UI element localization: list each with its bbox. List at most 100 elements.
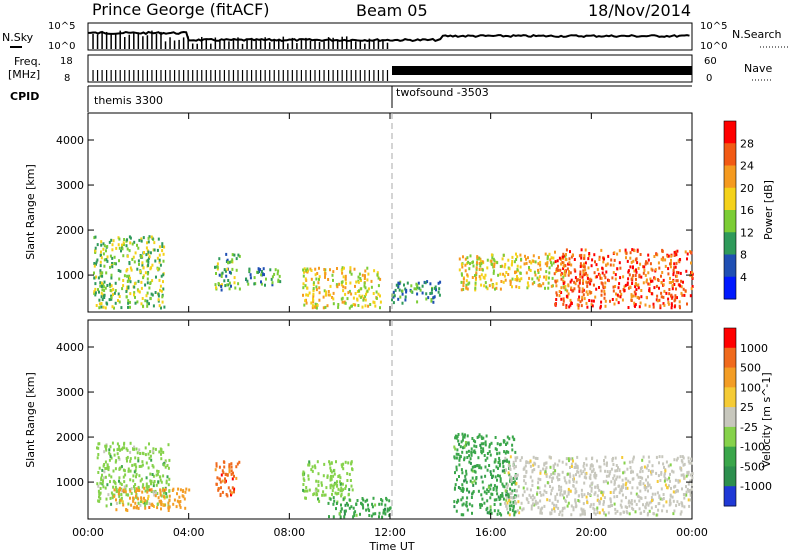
heatmap-cell [311,465,314,469]
heatmap-cell [669,262,671,266]
heatmap-cell [456,478,458,482]
heatmap-cell [619,295,622,299]
heatmap-cell [590,299,593,303]
heatmap-cell [624,483,627,487]
heatmap-cell [458,257,461,261]
heatmap-cell [480,446,483,450]
heatmap-cell [307,293,310,297]
heatmap-cell [231,477,234,481]
heatmap-cell [550,473,553,476]
heatmap-cell [355,502,358,506]
heatmap-cell [555,284,558,288]
heatmap-cell [339,489,342,493]
heatmap-cell [321,493,324,497]
heatmap-cell [230,493,232,497]
heatmap-cell [468,490,471,494]
heatmap-cell [338,474,341,478]
heatmap-cell [474,283,477,287]
heatmap-cell [576,470,579,474]
heatmap-cell [648,287,651,291]
heatmap-cell [579,273,582,277]
heatmap-cell [614,285,617,288]
heatmap-cell [673,266,676,270]
heatmap-cell [605,474,608,478]
heatmap-cell [342,462,345,466]
heatmap-cell [253,282,256,286]
heatmap-cell [123,469,126,473]
heatmap-cell [565,481,568,485]
heatmap-cell [264,283,266,287]
heatmap-cell [100,478,103,481]
heatmap-cell [215,462,218,466]
heatmap-cell [378,511,381,515]
heatmap-cell [669,501,672,505]
heatmap-cell [465,286,468,290]
heatmap-cell [660,471,663,474]
heatmap-cell [552,466,555,470]
heatmap-cell [648,282,651,286]
heatmap-cell [106,284,109,287]
heatmap-cell [142,274,145,278]
heatmap-cell [644,303,647,307]
heatmap-cell [349,479,352,482]
heatmap-cell [368,514,371,517]
heatmap-cell [457,433,460,436]
heatmap-cell [332,270,335,274]
heatmap-cell [479,277,482,281]
heatmap-cell [151,279,154,283]
heatmap-cell [642,503,644,507]
heatmap-cell [100,302,103,305]
heatmap-cell [496,512,499,516]
heatmap-cell [618,484,620,488]
heatmap-cell [474,274,476,278]
heatmap-cell [383,510,386,514]
heatmap-cell [150,292,153,296]
heatmap-cell [641,458,644,462]
heatmap-cell [311,469,314,473]
heatmap-cell [111,493,114,497]
heatmap-cell [528,267,531,271]
heatmap-cell [148,302,150,306]
heatmap-cell [147,485,150,489]
heatmap-cell [615,477,618,481]
heatmap-cell [594,260,596,264]
heatmap-cell [316,303,319,307]
heatmap-cell [235,257,238,261]
heatmap-cell [681,487,683,491]
heatmap-cell [662,295,665,299]
nsky-tick-top: 10^5 [48,21,75,32]
heatmap-cell [589,291,592,295]
heatmap-cell [457,486,460,489]
heatmap-cell [642,271,645,275]
heatmap-cell [580,264,583,268]
heatmap-cell [123,485,126,489]
heatmap-cell [474,281,477,285]
heatmap-cell [96,482,99,486]
heatmap-cell [567,492,570,496]
heatmap-cell [379,306,381,310]
heatmap-cell [118,447,121,451]
heatmap-cell [129,489,132,493]
heatmap-cell [536,492,539,496]
heatmap-cell [216,476,219,480]
heatmap-cell [453,500,456,504]
heatmap-cell [505,468,507,472]
heatmap-cell [163,305,166,309]
heatmap-cell [501,461,504,465]
heatmap-cell [613,481,616,485]
heatmap-cell [123,238,126,241]
heatmap-cell [181,490,184,493]
heatmap-cell [93,271,95,275]
heatmap-cell [179,500,182,503]
heatmap-cell [614,487,617,491]
heatmap-cell [233,474,235,478]
time-tick-label: 00:00 [676,526,708,539]
heatmap-cell [676,249,679,253]
heatmap-cell [399,295,402,299]
heatmap-cell [332,291,335,295]
heatmap-cell [162,273,165,277]
heatmap-cell [661,509,664,513]
heatmap-cell [230,491,233,495]
heatmap-cell [327,501,330,505]
